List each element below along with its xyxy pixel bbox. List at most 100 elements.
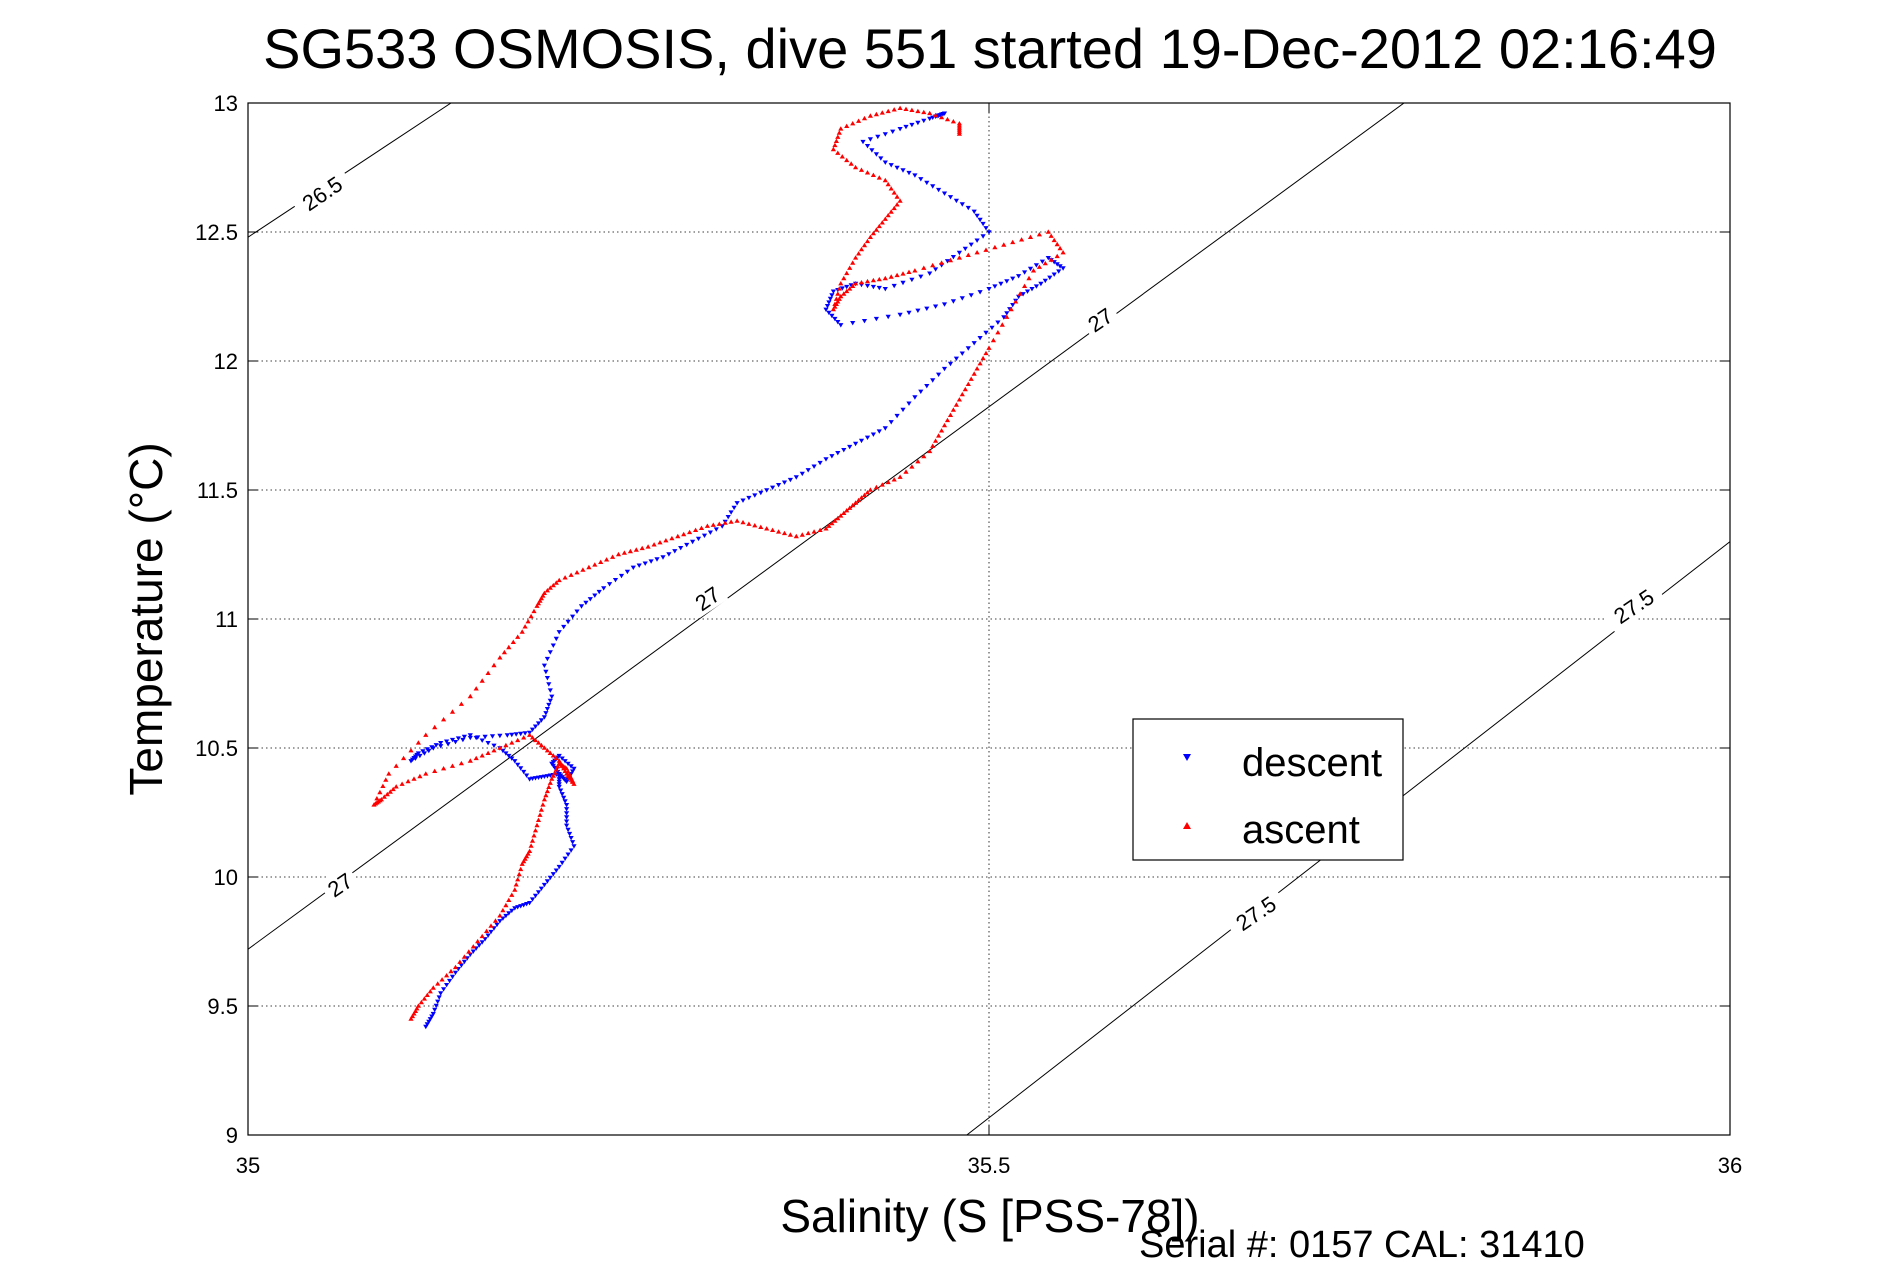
descent-point <box>995 320 1001 325</box>
descent-point <box>549 694 555 699</box>
descent-point <box>864 283 871 289</box>
descent-point <box>950 255 956 260</box>
descent-point <box>578 604 585 609</box>
descent-point <box>894 413 900 419</box>
ascent-point <box>906 269 912 274</box>
ascent-point <box>441 717 447 722</box>
ascent-point <box>962 386 968 392</box>
ascent-point <box>838 513 844 518</box>
ascent-point <box>546 784 552 789</box>
descent-point <box>513 732 519 737</box>
ascent-point <box>864 490 871 495</box>
descent-point <box>426 748 432 754</box>
ascent-point <box>488 923 494 928</box>
descent-point <box>835 320 841 325</box>
descent-point <box>853 441 859 447</box>
descent-point <box>568 836 574 841</box>
ascent-point <box>974 250 980 255</box>
descent-point <box>452 740 459 745</box>
ascent-point <box>793 533 799 539</box>
ascent-point <box>527 732 533 737</box>
descent-point <box>829 293 835 298</box>
ascent-point <box>894 202 900 207</box>
ascent-point <box>535 600 542 606</box>
ascent-point <box>559 763 565 768</box>
descent-point <box>1022 270 1028 275</box>
ascent-point <box>549 776 555 781</box>
descent-point <box>571 766 577 772</box>
ascent-point <box>722 520 728 525</box>
ascent-point <box>867 487 873 492</box>
descent-point <box>547 875 553 881</box>
descent-point <box>612 578 619 583</box>
ascent-point <box>826 523 832 528</box>
ascent-point <box>1036 264 1042 269</box>
descent-point <box>1047 275 1053 280</box>
ascent-point <box>959 391 965 397</box>
ascent-point <box>885 181 891 187</box>
descent-point <box>535 721 542 726</box>
descent-point <box>503 913 509 919</box>
descent-point <box>565 619 571 625</box>
contour-label-knockout <box>1601 577 1666 633</box>
ascent-point <box>921 265 927 270</box>
descent-point <box>918 274 924 279</box>
descent-point <box>449 737 456 743</box>
descent-point <box>847 444 853 450</box>
descent-point <box>444 739 450 744</box>
descent-point <box>1060 266 1066 271</box>
descent-point <box>1039 259 1045 264</box>
ascent-point <box>933 112 939 118</box>
descent-point <box>903 124 909 130</box>
ascent-point <box>492 918 499 923</box>
descent-point <box>980 221 986 227</box>
descent-point <box>758 490 764 496</box>
ascent-point <box>833 296 839 301</box>
legend-marker-descent <box>1183 754 1191 761</box>
descent-point <box>654 557 660 562</box>
descent-point <box>544 707 550 712</box>
ascent-point <box>882 177 888 183</box>
descent-point <box>666 552 672 557</box>
descent-point <box>878 156 884 161</box>
descent-point <box>506 911 512 916</box>
ascent-point <box>986 345 992 350</box>
descent-point <box>882 132 888 137</box>
descent-point <box>559 860 565 866</box>
descent-point <box>912 173 918 178</box>
descent-point <box>1010 276 1016 281</box>
descent-point <box>547 698 553 704</box>
descent-point <box>941 366 948 372</box>
descent-point <box>556 777 562 782</box>
ascent-point <box>853 164 859 170</box>
ascent-point <box>452 964 459 970</box>
ascent-point <box>734 518 740 523</box>
ascent-point <box>503 742 509 748</box>
descent-point <box>817 460 823 466</box>
descent-point <box>550 643 556 648</box>
descent-point <box>1001 315 1007 320</box>
descent-point <box>869 148 875 153</box>
ascent-point <box>449 763 456 768</box>
ascent-point <box>411 776 417 781</box>
descent-point <box>630 565 636 570</box>
descent-point <box>556 630 562 635</box>
descent-point <box>430 746 436 751</box>
ascent-point <box>651 542 657 547</box>
descent-point <box>491 743 497 748</box>
descent-point <box>449 974 456 980</box>
descent-point <box>489 734 496 739</box>
descent-point <box>707 530 713 535</box>
descent-point <box>1033 263 1039 268</box>
ascent-point <box>604 557 610 562</box>
descent-point <box>1057 264 1063 269</box>
ascent-point <box>968 376 974 381</box>
ascent-point <box>525 619 531 624</box>
descent-point <box>532 724 539 729</box>
ascent-point <box>538 742 544 748</box>
descent-point <box>421 751 427 756</box>
ascent-point <box>856 118 862 123</box>
ascent-point <box>386 771 392 776</box>
descent-point <box>527 777 533 782</box>
descent-point <box>504 733 510 738</box>
